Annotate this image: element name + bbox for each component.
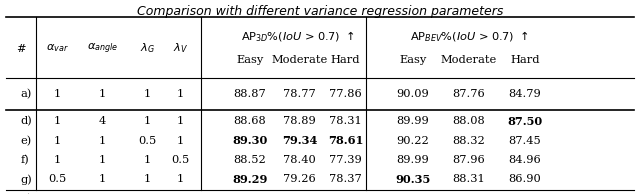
Text: 87.96: 87.96 bbox=[452, 155, 485, 165]
Text: 78.77: 78.77 bbox=[283, 89, 316, 99]
Text: Easy: Easy bbox=[236, 55, 263, 65]
Text: $\alpha_{var}$: $\alpha_{var}$ bbox=[46, 43, 69, 54]
Text: Hard: Hard bbox=[510, 55, 540, 65]
Text: $\lambda_V$: $\lambda_V$ bbox=[173, 42, 188, 55]
Text: 87.76: 87.76 bbox=[452, 89, 485, 99]
Text: 1: 1 bbox=[177, 89, 184, 99]
Text: g): g) bbox=[20, 174, 32, 185]
Text: a): a) bbox=[20, 89, 32, 99]
Text: 1: 1 bbox=[99, 89, 106, 99]
Text: 1: 1 bbox=[177, 136, 184, 146]
Text: 0.5: 0.5 bbox=[49, 174, 67, 184]
Text: 88.87: 88.87 bbox=[233, 89, 266, 99]
Text: 1: 1 bbox=[99, 174, 106, 184]
Text: 1: 1 bbox=[177, 174, 184, 184]
Text: 1: 1 bbox=[143, 116, 151, 126]
Text: d): d) bbox=[20, 116, 32, 126]
Text: 4: 4 bbox=[99, 116, 106, 126]
Text: 78.31: 78.31 bbox=[329, 116, 362, 126]
Text: 0.5: 0.5 bbox=[172, 155, 189, 165]
Text: $\lambda_G$: $\lambda_G$ bbox=[140, 42, 155, 55]
Text: 84.96: 84.96 bbox=[508, 155, 541, 165]
Text: 78.37: 78.37 bbox=[329, 174, 362, 184]
Text: 89.99: 89.99 bbox=[396, 155, 429, 165]
Text: Moderate: Moderate bbox=[271, 55, 328, 65]
Text: Comparison with different variance regression parameters: Comparison with different variance regre… bbox=[137, 5, 503, 18]
Text: 78.40: 78.40 bbox=[283, 155, 316, 165]
Text: Moderate: Moderate bbox=[440, 55, 497, 65]
Text: 84.79: 84.79 bbox=[508, 89, 541, 99]
Text: 87.50: 87.50 bbox=[507, 116, 543, 127]
Text: 1: 1 bbox=[54, 89, 61, 99]
Text: 1: 1 bbox=[54, 116, 61, 126]
Text: 90.22: 90.22 bbox=[396, 136, 429, 146]
Text: 1: 1 bbox=[143, 155, 151, 165]
Text: 89.30: 89.30 bbox=[232, 135, 268, 146]
Text: 1: 1 bbox=[143, 174, 151, 184]
Text: 90.35: 90.35 bbox=[395, 174, 431, 185]
Text: 1: 1 bbox=[54, 155, 61, 165]
Text: f): f) bbox=[20, 155, 29, 165]
Text: e): e) bbox=[20, 135, 32, 146]
Text: 77.86: 77.86 bbox=[329, 89, 362, 99]
Text: 1: 1 bbox=[54, 136, 61, 146]
Text: 79.34: 79.34 bbox=[282, 135, 317, 146]
Text: 90.09: 90.09 bbox=[396, 89, 429, 99]
Text: 0.5: 0.5 bbox=[138, 136, 156, 146]
Text: 89.29: 89.29 bbox=[232, 174, 268, 185]
Text: 88.50: 88.50 bbox=[451, 193, 486, 194]
Text: 88.68: 88.68 bbox=[233, 116, 266, 126]
Text: 88.31: 88.31 bbox=[452, 174, 485, 184]
Text: AP$_{3D}$%($IoU$ > 0.7) $\uparrow$: AP$_{3D}$%($IoU$ > 0.7) $\uparrow$ bbox=[241, 29, 354, 44]
Text: 88.52: 88.52 bbox=[233, 155, 266, 165]
Text: 1: 1 bbox=[143, 89, 151, 99]
Text: 1: 1 bbox=[99, 136, 106, 146]
Text: Easy: Easy bbox=[399, 55, 426, 65]
Text: 88.08: 88.08 bbox=[452, 116, 485, 126]
Text: 78.89: 78.89 bbox=[283, 116, 316, 126]
Text: 89.99: 89.99 bbox=[396, 116, 429, 126]
Text: Hard: Hard bbox=[331, 55, 360, 65]
Text: 87.45: 87.45 bbox=[508, 136, 541, 146]
Text: 86.90: 86.90 bbox=[508, 174, 541, 184]
Text: 88.32: 88.32 bbox=[452, 136, 485, 146]
Text: AP$_{BEV}$%($IoU$ > 0.7) $\uparrow$: AP$_{BEV}$%($IoU$ > 0.7) $\uparrow$ bbox=[410, 29, 528, 44]
Text: 77.39: 77.39 bbox=[329, 155, 362, 165]
Text: 79.26: 79.26 bbox=[283, 174, 316, 184]
Text: #: # bbox=[16, 43, 25, 54]
Text: 1: 1 bbox=[177, 116, 184, 126]
Text: 78.61: 78.61 bbox=[328, 135, 364, 146]
Text: 1: 1 bbox=[99, 155, 106, 165]
Text: $\alpha_{angle}$: $\alpha_{angle}$ bbox=[87, 41, 118, 56]
